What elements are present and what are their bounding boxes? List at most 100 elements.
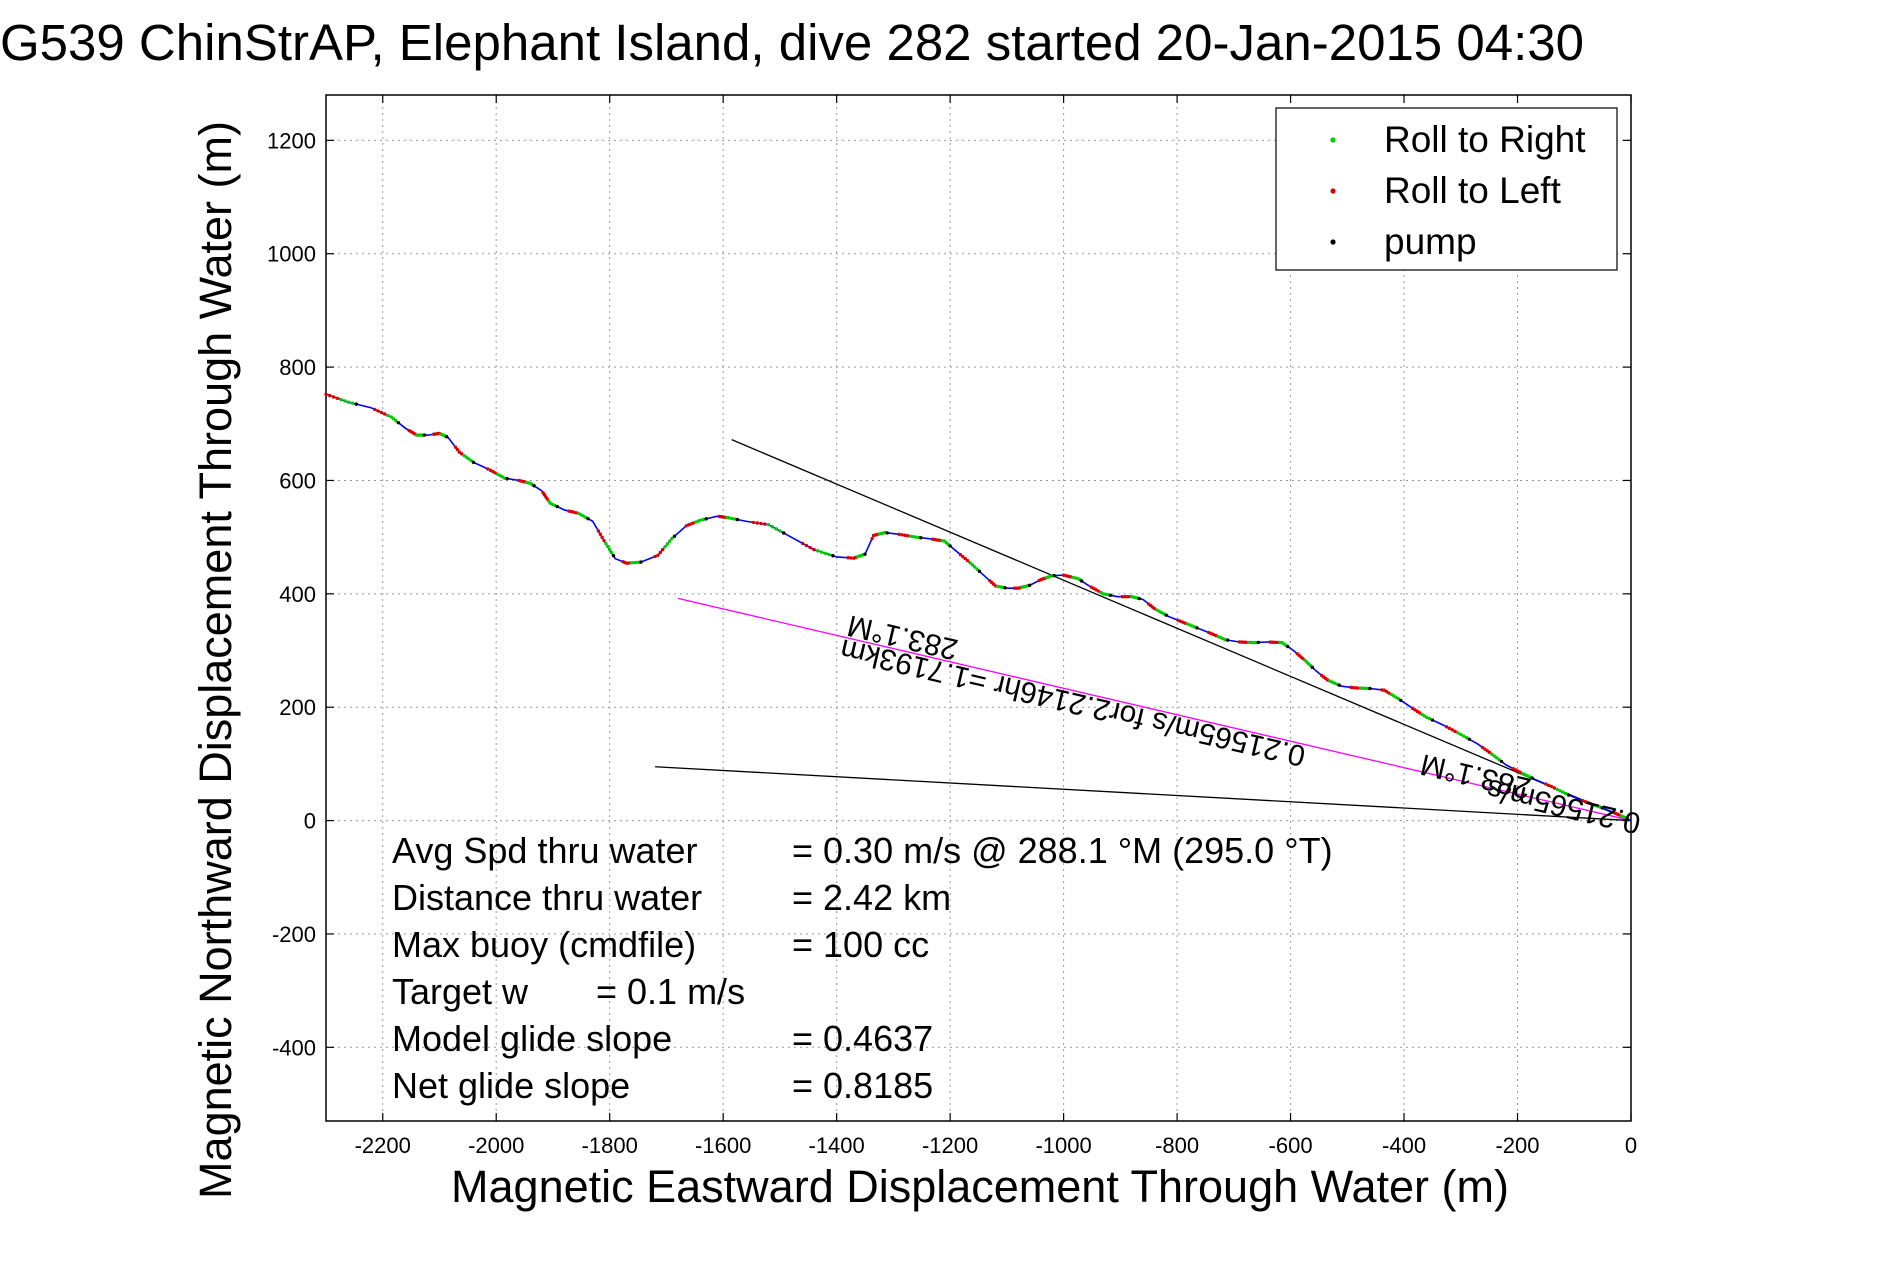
track-point bbox=[1444, 725, 1449, 729]
track-point bbox=[464, 455, 469, 459]
track-point bbox=[596, 529, 601, 533]
track-point bbox=[804, 543, 809, 548]
track-point bbox=[555, 504, 559, 509]
track-point bbox=[781, 531, 786, 535]
track-point bbox=[668, 539, 672, 543]
track-point bbox=[455, 447, 460, 452]
track-point bbox=[379, 410, 384, 415]
track-point bbox=[727, 516, 731, 520]
stat-label: Model glide slope bbox=[392, 1018, 672, 1059]
track-point bbox=[823, 551, 828, 555]
legend-marker bbox=[1330, 239, 1336, 245]
track-point bbox=[701, 517, 706, 522]
y-tick-label: 1000 bbox=[267, 242, 316, 267]
track-point bbox=[975, 567, 979, 571]
reference-line bbox=[677, 597, 1632, 822]
track-point bbox=[350, 401, 355, 405]
x-tick-label: -2000 bbox=[468, 1133, 524, 1158]
track-point bbox=[1286, 644, 1290, 649]
track-point bbox=[965, 558, 970, 563]
track-point bbox=[670, 536, 674, 540]
track-point bbox=[422, 433, 427, 437]
track-point bbox=[968, 560, 972, 565]
reference-line bbox=[655, 766, 1632, 822]
track-point bbox=[1600, 806, 1604, 810]
y-tick-label: 1200 bbox=[267, 128, 316, 153]
track-point bbox=[846, 556, 850, 560]
track-point bbox=[346, 400, 351, 404]
track-point bbox=[343, 399, 347, 403]
track-point bbox=[1485, 749, 1489, 753]
track-point bbox=[1625, 816, 1629, 821]
stat-value: = 0.8185 bbox=[792, 1065, 933, 1106]
track-point bbox=[386, 413, 390, 418]
track-point bbox=[958, 553, 963, 557]
track-point bbox=[663, 545, 667, 549]
track-point bbox=[467, 457, 471, 461]
legend-label: Roll to Left bbox=[1384, 170, 1562, 211]
track-point bbox=[505, 476, 509, 481]
track-point bbox=[1195, 626, 1199, 630]
track-point bbox=[961, 555, 965, 559]
track-point bbox=[1552, 786, 1557, 790]
axis-ticks: -2200 -2000 -1800 -1600 -1400 -1200 -1000 -800-… bbox=[267, 95, 1637, 1158]
track-point bbox=[831, 554, 835, 558]
track-point bbox=[653, 554, 657, 559]
track-point bbox=[903, 533, 907, 537]
track-point bbox=[919, 536, 923, 540]
track-point bbox=[812, 547, 816, 552]
track-point bbox=[373, 407, 377, 412]
y-tick-label: 200 bbox=[279, 695, 316, 720]
track-point bbox=[457, 450, 462, 454]
y-tick-label: 600 bbox=[279, 468, 316, 493]
y-tick-label: -400 bbox=[272, 1035, 316, 1060]
track-point bbox=[1430, 718, 1435, 722]
track-point bbox=[1480, 745, 1485, 750]
track-point bbox=[1052, 573, 1056, 578]
track-point bbox=[1464, 735, 1469, 740]
track-point bbox=[331, 395, 336, 399]
track-point bbox=[698, 518, 703, 522]
track-point bbox=[460, 452, 464, 456]
track-point bbox=[335, 396, 340, 400]
stat-value: = 2.42 km bbox=[792, 877, 951, 918]
track-point bbox=[354, 402, 358, 406]
track-point bbox=[600, 535, 604, 540]
stat-value: = 0.30 m/s @ 288.1 °M (295.0 °T) bbox=[792, 830, 1333, 871]
track-point bbox=[586, 516, 590, 521]
track-point bbox=[1256, 640, 1261, 645]
legend-label: Roll to Right bbox=[1384, 119, 1586, 160]
track-point bbox=[606, 544, 610, 549]
track-point bbox=[766, 522, 771, 527]
track-point bbox=[324, 392, 328, 396]
track-point bbox=[1079, 579, 1084, 583]
track-point bbox=[1483, 747, 1487, 751]
track-point bbox=[1530, 776, 1534, 780]
x-tick-label: -400 bbox=[1382, 1133, 1426, 1158]
track-point bbox=[849, 556, 853, 560]
x-tick-label: -1400 bbox=[809, 1133, 865, 1158]
track-point bbox=[1456, 731, 1460, 735]
track-point bbox=[382, 412, 387, 416]
stat-label: Avg Spd thru water bbox=[392, 830, 698, 871]
track-point bbox=[885, 531, 889, 535]
x-tick-label: -1000 bbox=[1035, 1133, 1091, 1158]
track-point bbox=[1547, 783, 1551, 788]
stat-value: = 100 cc bbox=[792, 924, 929, 965]
track-point bbox=[763, 522, 767, 526]
track-point bbox=[863, 552, 867, 556]
track-point bbox=[1549, 784, 1554, 789]
x-tick-label: -2200 bbox=[355, 1133, 411, 1158]
track-point bbox=[1566, 793, 1571, 797]
track-point bbox=[970, 563, 975, 567]
stats-block: Avg Spd thru water = 0.30 m/s @ 288.1 °M … bbox=[392, 830, 1333, 1106]
track-point bbox=[1427, 717, 1432, 721]
track-point bbox=[658, 550, 662, 555]
track-point bbox=[1164, 613, 1168, 617]
y-axis-label: Magnetic Northward Displacement Through … bbox=[190, 121, 241, 1199]
track-point bbox=[1368, 686, 1372, 691]
track-point bbox=[339, 397, 343, 402]
track-point bbox=[1490, 752, 1494, 756]
track-point bbox=[751, 520, 756, 525]
